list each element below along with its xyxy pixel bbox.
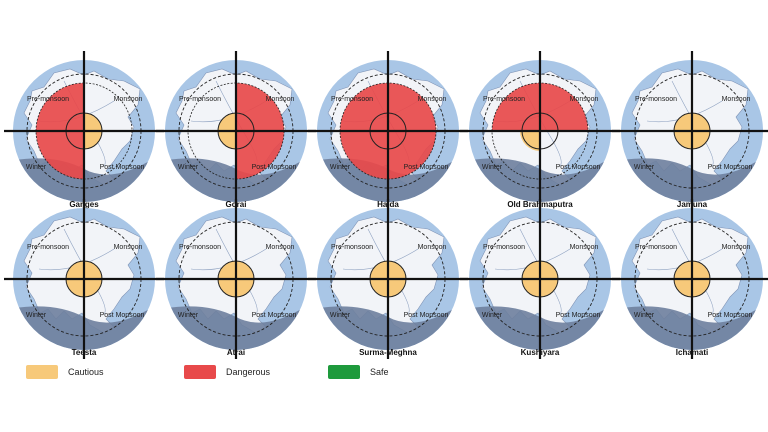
label-monsoon: Monsoon	[418, 96, 447, 103]
river-name: Ichamati	[676, 348, 708, 357]
legend-item-dangerous: Dangerous	[184, 364, 270, 380]
legend-swatch-cautious	[26, 365, 58, 379]
risk-zone-winter	[36, 131, 84, 179]
label-monsoon: Monsoon	[722, 96, 751, 103]
label-post-monsoon: Post Monsoon	[252, 312, 297, 319]
river-name: Atrai	[227, 348, 245, 357]
label-winter: Winter	[482, 312, 503, 319]
label-monsoon: Monsoon	[114, 244, 143, 251]
cautious-zone-winter	[520, 131, 540, 151]
legend-swatch-dangerous	[184, 365, 216, 379]
river-panel: Pre-monsoon Monsoon Winter Post Monsoon Tees…	[4, 199, 164, 359]
label-winter: Winter	[26, 312, 47, 319]
label-monsoon: Monsoon	[570, 244, 599, 251]
legend-label-dangerous: Dangerous	[226, 367, 271, 377]
label-monsoon: Monsoon	[266, 244, 295, 251]
river-panel: Pre-monsoon Monsoon Winter Post Monsoon Kush…	[460, 199, 620, 359]
label-pre-monsoon: Pre-monsoon	[179, 244, 221, 251]
label-monsoon: Monsoon	[570, 96, 599, 103]
label-pre-monsoon: Pre-monsoon	[331, 96, 373, 103]
label-post-monsoon: Post Monsoon	[708, 312, 753, 319]
river-panel: Pre-monsoon Monsoon Winter Post Monsoon Atra…	[156, 199, 316, 359]
risk-zone-pre-monsoon	[492, 83, 540, 131]
legend-swatch-safe	[328, 365, 360, 379]
label-post-monsoon: Post Monsoon	[100, 312, 145, 319]
label-post-monsoon: Post Monsoon	[252, 164, 297, 171]
label-monsoon: Monsoon	[266, 96, 295, 103]
label-post-monsoon: Post Monsoon	[708, 164, 753, 171]
river-name: Teesta	[72, 348, 97, 357]
river-name: Surma-Meghna	[359, 348, 417, 357]
label-winter: Winter	[634, 164, 655, 171]
legend-label-safe: Safe	[370, 367, 389, 377]
label-post-monsoon: Post Monsoon	[556, 164, 601, 171]
label-pre-monsoon: Pre-monsoon	[27, 96, 69, 103]
label-post-monsoon: Post Monsoon	[100, 164, 145, 171]
label-winter: Winter	[482, 164, 503, 171]
label-post-monsoon: Post Monsoon	[404, 312, 449, 319]
risk-zone-monsoon	[236, 83, 284, 131]
legend-item-safe: Safe	[328, 364, 389, 380]
river-name: Kushiyara	[521, 348, 560, 357]
label-post-monsoon: Post Monsoon	[404, 164, 449, 171]
label-monsoon: Monsoon	[722, 244, 751, 251]
legend-item-cautious: Cautious	[26, 364, 104, 380]
label-pre-monsoon: Pre-monsoon	[635, 96, 677, 103]
label-pre-monsoon: Pre-monsoon	[27, 244, 69, 251]
risk-zone-post-monsoon	[236, 131, 284, 179]
label-winter: Winter	[634, 312, 655, 319]
label-post-monsoon: Post Monsoon	[556, 312, 601, 319]
label-winter: Winter	[178, 312, 199, 319]
label-pre-monsoon: Pre-monsoon	[331, 244, 373, 251]
river-panel: Pre-monsoon Monsoon Winter Post Monsoon Icha…	[612, 199, 768, 359]
label-winter: Winter	[26, 164, 47, 171]
risk-zone-monsoon	[540, 83, 588, 131]
label-winter: Winter	[330, 312, 351, 319]
label-monsoon: Monsoon	[418, 244, 447, 251]
label-pre-monsoon: Pre-monsoon	[483, 96, 525, 103]
cautious-zone-monsoon	[84, 113, 102, 131]
legend: Cautious Dangerous Safe	[0, 364, 768, 384]
cautious-zone-winter	[218, 131, 236, 149]
legend-label-cautious: Cautious	[68, 367, 104, 377]
label-winter: Winter	[330, 164, 351, 171]
cautious-zone-pre-monsoon	[218, 113, 236, 131]
risk-zone-pre-monsoon	[36, 83, 84, 131]
river-panel: Pre-monsoon Monsoon Winter Post Monsoon Surm…	[308, 199, 468, 359]
label-pre-monsoon: Pre-monsoon	[635, 244, 677, 251]
label-monsoon: Monsoon	[114, 96, 143, 103]
label-pre-monsoon: Pre-monsoon	[179, 96, 221, 103]
cautious-zone-post-monsoon	[84, 131, 102, 149]
label-winter: Winter	[178, 164, 199, 171]
label-pre-monsoon: Pre-monsoon	[483, 244, 525, 251]
